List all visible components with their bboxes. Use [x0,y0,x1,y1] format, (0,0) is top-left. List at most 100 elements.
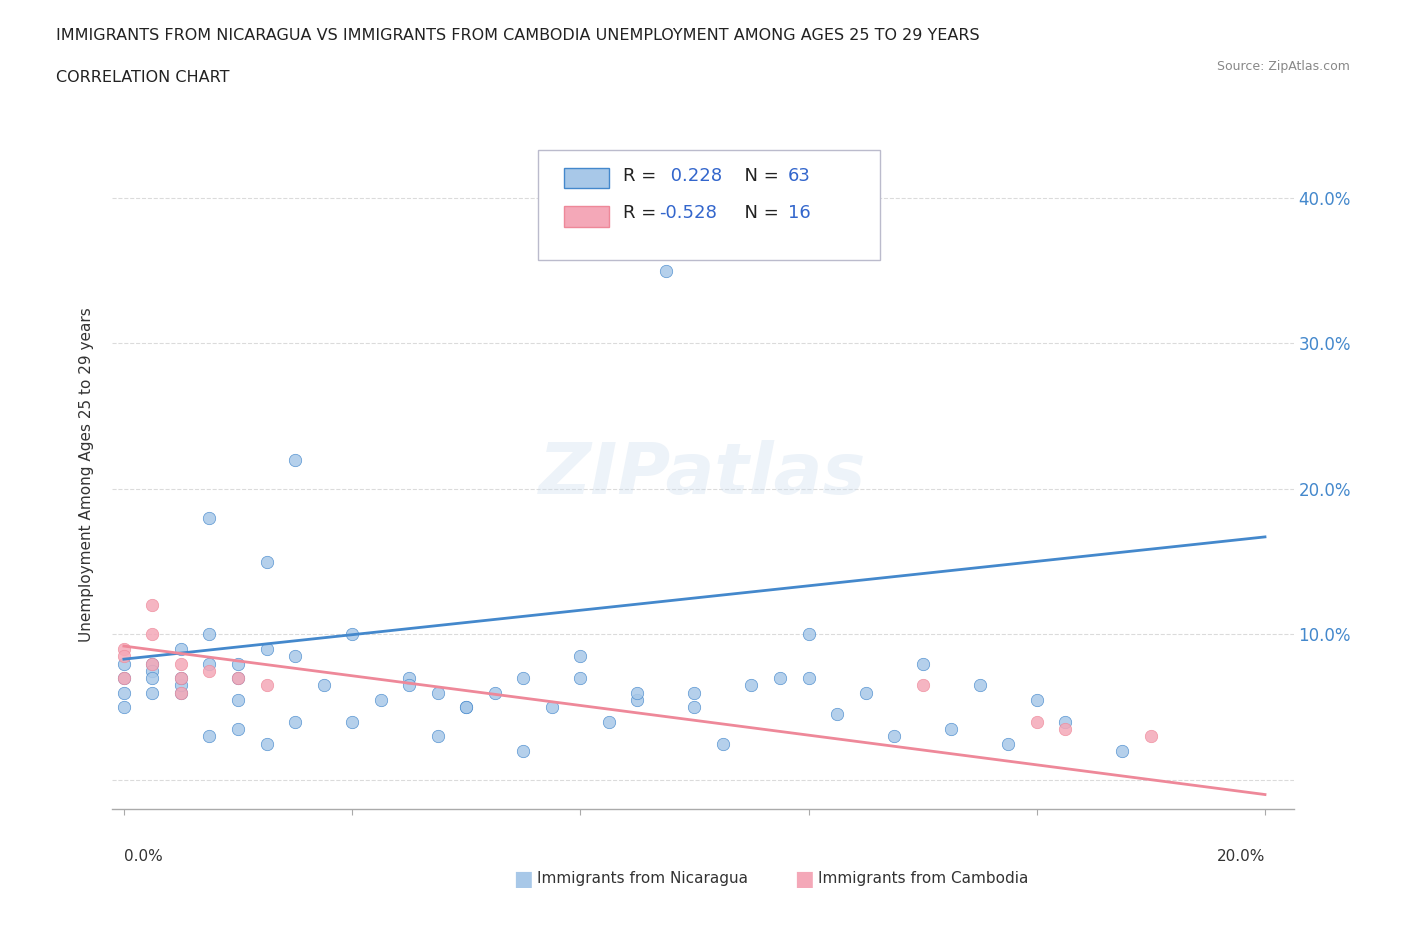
Point [340,627,363,642]
Point [256,678,278,693]
Point [1025,693,1047,708]
Text: 0.0%: 0.0% [124,849,163,864]
Point [284,452,307,467]
Point [141,685,163,700]
Point [256,554,278,569]
Text: 0.228: 0.228 [665,167,723,185]
Point [626,693,648,708]
Point [226,671,249,685]
Point [969,678,991,693]
Point [825,707,848,722]
Text: N =: N = [733,167,785,185]
Point [598,714,620,729]
Point [141,671,163,685]
Point [370,693,392,708]
Text: -0.528: -0.528 [659,205,717,222]
Point [226,722,249,737]
Point [1054,714,1077,729]
Point [883,729,905,744]
Point [655,263,678,278]
Point [170,671,193,685]
Point [997,737,1019,751]
Point [626,685,648,700]
Point [569,671,592,685]
Text: R =: R = [623,205,662,222]
Point [711,737,734,751]
Point [911,656,934,671]
Point [1025,714,1047,729]
Point [312,678,335,693]
Point [198,627,221,642]
Point [170,642,193,657]
Point [112,671,135,685]
Point [284,649,307,664]
Text: R =: R = [623,167,662,185]
Point [456,699,478,714]
Point [112,642,135,657]
Point [112,685,135,700]
Point [141,598,163,613]
Point [484,685,506,700]
Point [456,699,478,714]
Point [512,743,534,758]
Text: IMMIGRANTS FROM NICARAGUA VS IMMIGRANTS FROM CAMBODIA UNEMPLOYMENT AMONG AGES 25: IMMIGRANTS FROM NICARAGUA VS IMMIGRANTS … [56,28,980,43]
Point [1140,729,1163,744]
Text: 63: 63 [787,167,811,185]
Point [198,663,221,678]
FancyBboxPatch shape [564,168,609,189]
Point [112,656,135,671]
Point [198,511,221,525]
Point [769,671,792,685]
Point [112,671,135,685]
Point [170,685,193,700]
FancyBboxPatch shape [537,150,880,260]
Point [170,685,193,700]
Point [740,678,762,693]
Point [256,642,278,657]
Point [141,627,163,642]
Point [141,663,163,678]
Point [426,729,449,744]
Y-axis label: Unemployment Among Ages 25 to 29 years: Unemployment Among Ages 25 to 29 years [79,307,94,642]
Point [512,671,534,685]
Text: ZIPatlas: ZIPatlas [540,440,866,509]
Point [398,678,420,693]
Point [911,678,934,693]
Text: 20.0%: 20.0% [1216,849,1265,864]
Point [170,678,193,693]
Text: Source: ZipAtlas.com: Source: ZipAtlas.com [1216,60,1350,73]
Point [569,649,592,664]
Text: CORRELATION CHART: CORRELATION CHART [56,70,229,85]
Point [112,699,135,714]
Point [256,737,278,751]
Point [426,685,449,700]
Point [683,699,706,714]
Point [112,649,135,664]
Point [398,671,420,685]
Point [226,671,249,685]
Point [797,627,820,642]
Point [941,722,963,737]
Point [198,729,221,744]
Point [1054,722,1077,737]
FancyBboxPatch shape [564,206,609,227]
Text: Immigrants from Nicaragua: Immigrants from Nicaragua [537,871,748,886]
Point [855,685,877,700]
Text: ■: ■ [513,869,533,889]
Point [141,656,163,671]
Text: 16: 16 [787,205,811,222]
Point [284,714,307,729]
Point [226,656,249,671]
Point [683,685,706,700]
Text: N =: N = [733,205,785,222]
Text: Immigrants from Cambodia: Immigrants from Cambodia [818,871,1029,886]
Point [797,671,820,685]
Point [198,656,221,671]
Point [340,714,363,729]
Point [141,656,163,671]
Point [226,693,249,708]
Point [170,671,193,685]
Point [540,699,562,714]
Text: ■: ■ [794,869,814,889]
Point [1111,743,1133,758]
